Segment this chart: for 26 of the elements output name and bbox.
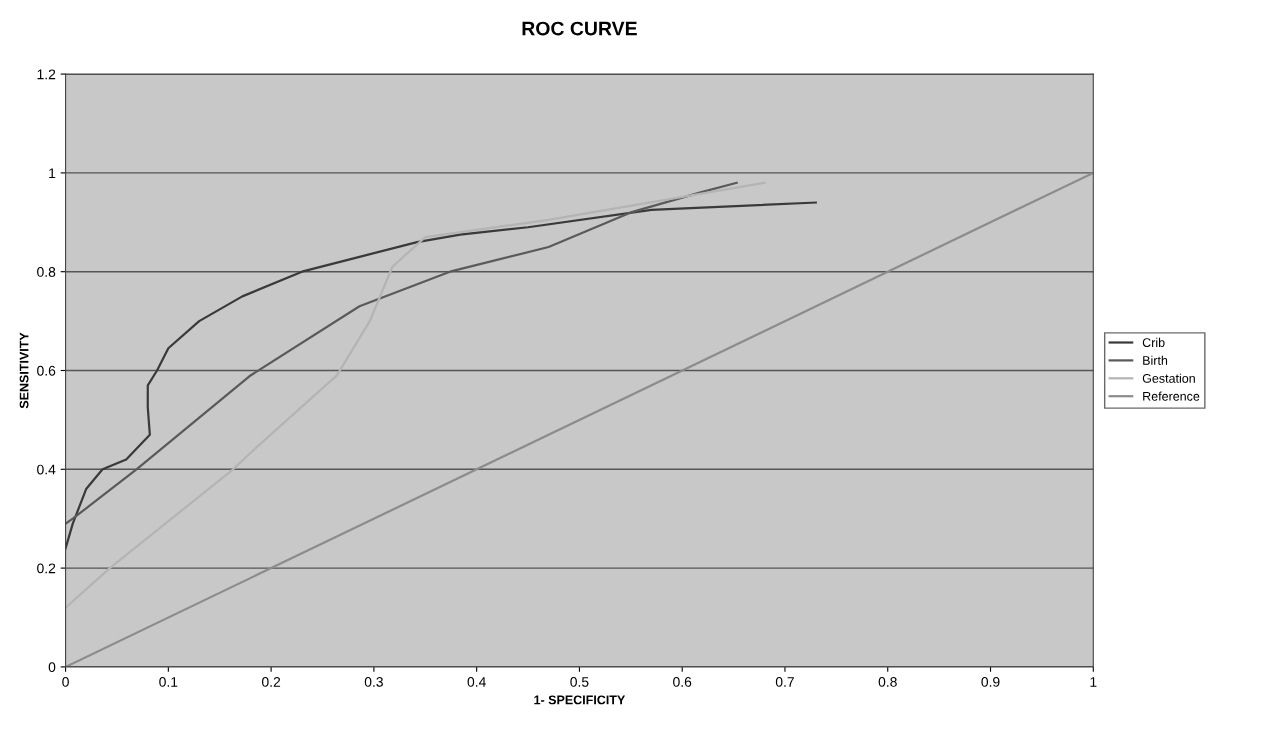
x-tick-label: 0.2 [262, 676, 281, 687]
line-series [65, 181, 766, 609]
legend-label: Reference [1143, 391, 1200, 401]
y-tick-label: 0.8 [37, 267, 56, 277]
y-tick-label: 1.2 [37, 69, 56, 80]
y-tick-label: 0.4 [37, 464, 56, 475]
x-tick-label: 0.1 [159, 676, 178, 687]
y-tick-label: 1 [49, 168, 56, 178]
y-axis-title: SENSITIVITY [19, 332, 29, 409]
x-tick-label: 0 [62, 676, 69, 687]
x-tick-label: 0.7 [775, 676, 794, 687]
y-tick-label: 0.2 [37, 563, 56, 574]
legend-label: Crib [1142, 337, 1165, 347]
x-tick-label: 0.3 [364, 676, 383, 687]
x-tick-label: 0.8 [878, 676, 897, 687]
x-tick-label: 1 [1090, 677, 1097, 687]
x-tick-label: 0.4 [467, 676, 486, 687]
y-tick-label: 0.6 [37, 365, 56, 376]
x-tick-label: 0.9 [981, 676, 1000, 687]
legend-label: Gestation [1142, 373, 1195, 383]
x-axis-title: 1- SPECIFICITY [534, 695, 626, 705]
x-tick-label: 0.6 [673, 676, 692, 687]
legend-label: Birth [1143, 355, 1168, 365]
chart-title: ROC CURVE [522, 21, 637, 36]
x-tick-label: 0.5 [570, 676, 589, 687]
y-tick-label: 0 [48, 662, 56, 673]
